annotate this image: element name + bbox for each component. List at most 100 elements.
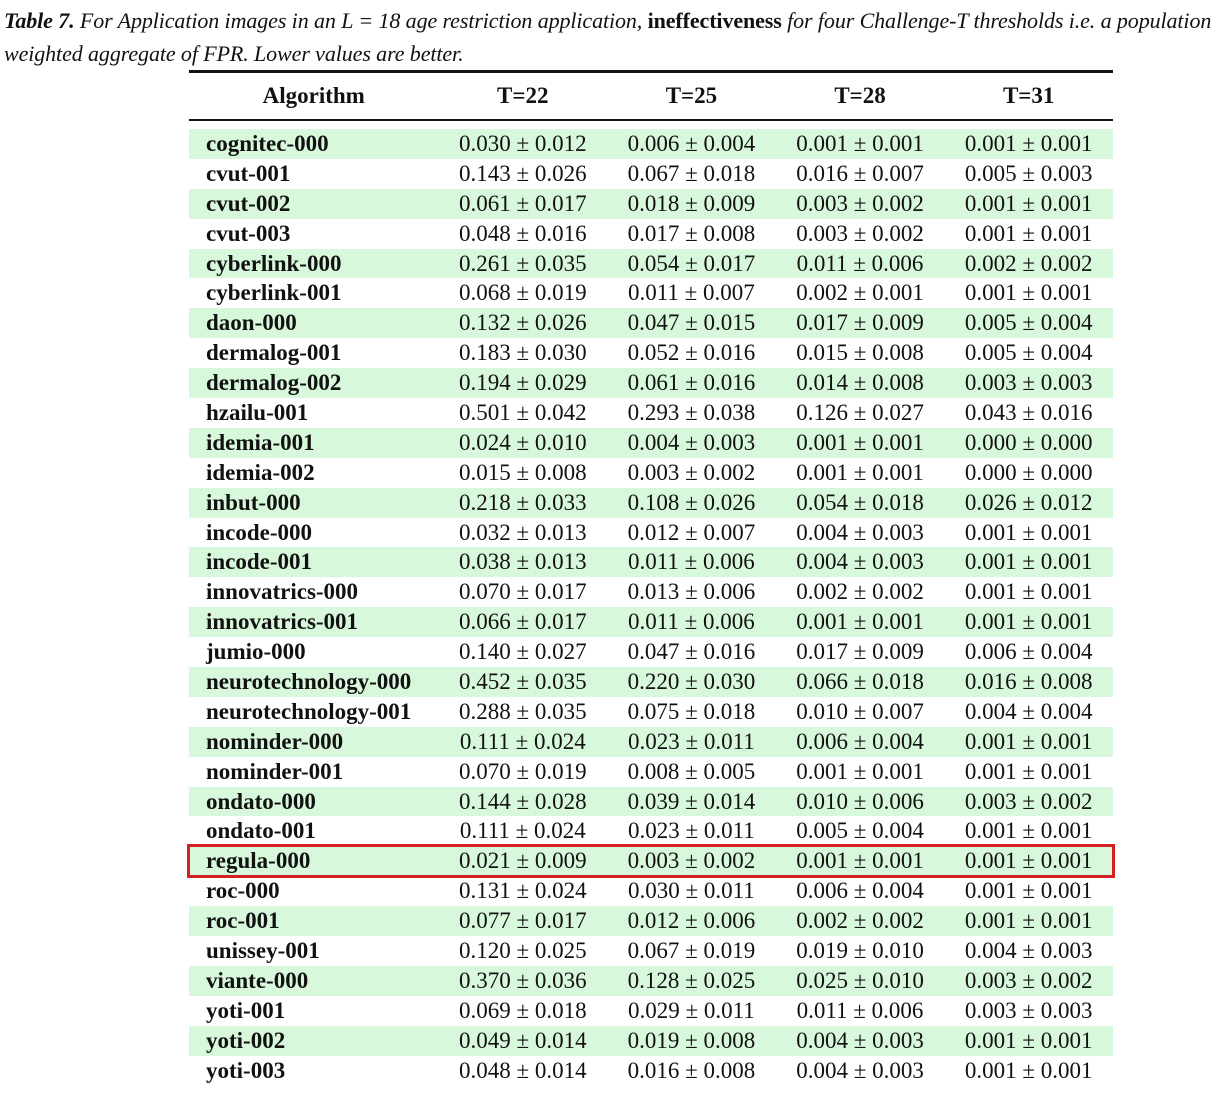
header-rule xyxy=(189,119,1113,121)
value-cell: 0.067 ± 0.018 xyxy=(627,160,756,186)
value-cell: 0.001 ± 0.001 xyxy=(964,190,1093,216)
table-row: incode-000 0.032 ± 0.013 0.012 ± 0.007 0.00… xyxy=(189,518,1113,548)
algorithm-cell: cvut-003 xyxy=(206,220,291,246)
value-cell: 0.000 ± 0.000 xyxy=(964,429,1093,455)
value-cell: 0.001 ± 0.001 xyxy=(964,818,1093,844)
algorithm-cell: dermalog-001 xyxy=(206,340,342,366)
value-cell: 0.008 ± 0.005 xyxy=(627,758,756,784)
value-cell: 0.032 ± 0.013 xyxy=(458,519,587,545)
value-cell: 0.070 ± 0.017 xyxy=(458,579,587,605)
value-cell: 0.018 ± 0.009 xyxy=(627,190,756,216)
table-row: unissey-001 0.120 ± 0.025 0.067 ± 0.019 0.0… xyxy=(189,936,1113,966)
caption-bold-term: ineffectiveness xyxy=(647,8,782,33)
results-table: Algorithm T=22 T=25 T=28 T=31 cognitec-0… xyxy=(187,70,1115,1086)
value-cell: 0.001 ± 0.001 xyxy=(964,519,1093,545)
value-cell: 0.030 ± 0.011 xyxy=(628,878,755,904)
value-cell: 0.003 ± 0.002 xyxy=(627,459,756,485)
table-row: ondato-000 0.144 ± 0.028 0.039 ± 0.014 0.01… xyxy=(189,786,1113,817)
value-cell: 0.002 ± 0.002 xyxy=(964,250,1093,276)
algorithm-cell: cyberlink-000 xyxy=(206,250,342,276)
value-cell: 0.183 ± 0.030 xyxy=(458,340,587,366)
value-cell: 0.000 ± 0.000 xyxy=(964,459,1093,485)
algorithm-cell: cognitec-000 xyxy=(206,130,329,156)
column-header-t31: T=31 xyxy=(1002,83,1055,108)
value-cell: 0.011 ± 0.006 xyxy=(796,250,924,276)
value-cell: 0.005 ± 0.004 xyxy=(964,310,1093,336)
value-cell: 0.013 ± 0.006 xyxy=(627,579,756,605)
caption-text: For Application images in an L = 18 age … xyxy=(74,8,648,33)
value-cell: 0.003 ± 0.002 xyxy=(796,220,924,246)
value-cell: 0.004 ± 0.003 xyxy=(796,549,924,575)
value-cell: 0.001 ± 0.001 xyxy=(964,130,1093,156)
value-cell: 0.006 ± 0.004 xyxy=(627,130,756,156)
value-cell: 0.066 ± 0.017 xyxy=(458,609,587,635)
value-cell: 0.293 ± 0.038 xyxy=(627,399,756,425)
value-cell: 0.108 ± 0.026 xyxy=(627,489,756,515)
algorithm-cell: ondato-001 xyxy=(206,818,316,844)
value-cell: 0.111 ± 0.024 xyxy=(459,728,586,754)
value-cell: 0.003 ± 0.003 xyxy=(964,997,1093,1023)
value-cell: 0.001 ± 0.001 xyxy=(964,728,1093,754)
value-cell: 0.061 ± 0.017 xyxy=(458,190,587,216)
table-row: nominder-000 0.111 ± 0.024 0.023 ± 0.011 0.… xyxy=(189,726,1113,757)
value-cell: 0.001 ± 0.001 xyxy=(964,220,1093,246)
value-cell: 0.010 ± 0.007 xyxy=(796,698,924,724)
algorithm-cell: nominder-001 xyxy=(206,758,344,784)
table-row: cvut-001 0.143 ± 0.026 0.067 ± 0.018 0.016 … xyxy=(189,159,1113,189)
algorithm-cell: neurotechnology-001 xyxy=(206,698,412,724)
value-cell: 0.049 ± 0.014 xyxy=(458,1027,587,1053)
value-cell: 0.001 ± 0.001 xyxy=(964,908,1093,934)
algorithm-cell: unissey-001 xyxy=(206,937,320,963)
algorithm-cell: yoti-003 xyxy=(206,1057,286,1083)
value-cell: 0.012 ± 0.007 xyxy=(627,519,756,545)
value-cell: 0.288 ± 0.035 xyxy=(458,698,587,724)
table-row: idemia-001 0.024 ± 0.010 0.004 ± 0.003 0.00… xyxy=(189,427,1113,458)
table-row: nominder-001 0.070 ± 0.019 0.008 ± 0.005 0.… xyxy=(189,757,1113,787)
value-cell: 0.019 ± 0.008 xyxy=(627,1027,756,1053)
value-cell: 0.003 ± 0.002 xyxy=(796,190,924,216)
table-row: cyberlink-000 0.261 ± 0.035 0.054 ± 0.017 0… xyxy=(189,248,1113,279)
value-cell: 0.047 ± 0.016 xyxy=(627,639,756,665)
table-row: cyberlink-001 0.068 ± 0.019 0.011 ± 0.007 0… xyxy=(189,278,1113,308)
value-cell: 0.194 ± 0.029 xyxy=(458,370,587,396)
table-row: incode-001 0.038 ± 0.013 0.011 ± 0.006 0.00… xyxy=(189,547,1113,578)
value-cell: 0.001 ± 0.001 xyxy=(964,579,1093,605)
value-cell: 0.001 ± 0.001 xyxy=(796,429,924,455)
value-cell: 0.004 ± 0.004 xyxy=(964,698,1093,724)
value-cell: 0.001 ± 0.001 xyxy=(964,758,1093,784)
algorithm-cell: jumio-000 xyxy=(206,639,306,665)
value-cell: 0.017 ± 0.009 xyxy=(796,639,924,665)
value-cell: 0.001 ± 0.001 xyxy=(964,609,1093,635)
value-cell: 0.452 ± 0.035 xyxy=(458,668,587,694)
table-row: yoti-002 0.049 ± 0.014 0.019 ± 0.008 0.004 … xyxy=(189,1025,1113,1056)
table-row: viante-000 0.370 ± 0.036 0.128 ± 0.025 0.02… xyxy=(189,965,1113,996)
value-cell: 0.218 ± 0.033 xyxy=(458,489,587,515)
value-cell: 0.004 ± 0.003 xyxy=(796,1057,924,1083)
value-cell: 0.003 ± 0.003 xyxy=(964,370,1093,396)
table-row: roc-001 0.077 ± 0.017 0.012 ± 0.006 0.002 ±… xyxy=(189,906,1113,937)
value-cell: 0.002 ± 0.001 xyxy=(796,280,924,306)
value-cell: 0.004 ± 0.003 xyxy=(964,937,1093,963)
table-row: neurotechnology-000 0.452 ± 0.035 0.220 ± … xyxy=(189,667,1113,697)
algorithm-cell: ondato-000 xyxy=(206,788,316,814)
value-cell: 0.005 ± 0.004 xyxy=(796,818,924,844)
value-cell: 0.001 ± 0.001 xyxy=(964,1027,1093,1053)
value-cell: 0.120 ± 0.025 xyxy=(458,937,587,963)
value-cell: 0.023 ± 0.011 xyxy=(628,728,755,754)
value-cell: 0.220 ± 0.030 xyxy=(627,668,756,694)
value-cell: 0.025 ± 0.010 xyxy=(796,967,924,993)
value-cell: 0.014 ± 0.008 xyxy=(796,370,924,396)
algorithm-cell: yoti-002 xyxy=(206,1027,286,1053)
value-cell: 0.003 ± 0.002 xyxy=(964,967,1093,993)
value-cell: 0.001 ± 0.001 xyxy=(964,549,1093,575)
value-cell: 0.005 ± 0.003 xyxy=(964,160,1093,186)
algorithm-cell: daon-000 xyxy=(206,310,297,336)
table-row: hzailu-001 0.501 ± 0.042 0.293 ± 0.038 0.12… xyxy=(189,398,1113,428)
value-cell: 0.003 ± 0.002 xyxy=(627,848,756,874)
table-row: cognitec-000 0.030 ± 0.012 0.006 ± 0.004 0.… xyxy=(189,129,1113,159)
value-cell: 0.012 ± 0.006 xyxy=(627,908,756,934)
value-cell: 0.261 ± 0.035 xyxy=(458,250,587,276)
column-header-t28: T=28 xyxy=(834,83,886,108)
algorithm-cell: innovatrics-001 xyxy=(206,609,359,635)
value-cell: 0.021 ± 0.009 xyxy=(458,848,587,874)
